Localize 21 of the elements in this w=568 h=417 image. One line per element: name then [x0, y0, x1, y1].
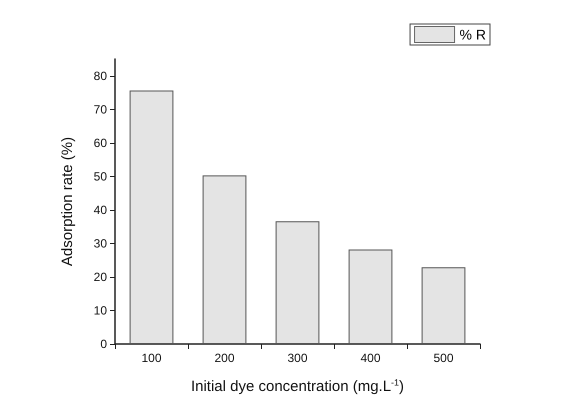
x-tick-label: 400 [360, 351, 381, 365]
y-tick-label: 30 [94, 236, 108, 250]
y-tick-label: 50 [94, 169, 108, 184]
bar [348, 249, 392, 344]
y-tick-label: 20 [94, 270, 108, 284]
y-tick-label: 10 [94, 303, 108, 318]
legend-label: % R [460, 26, 486, 42]
y-tick-label: 60 [94, 136, 108, 150]
x-tick-label: 300 [287, 351, 308, 365]
x-tick-label: 200 [214, 351, 235, 365]
bar [130, 90, 174, 344]
y-tick-label: 0 [100, 337, 108, 351]
y-tick-label: 80 [94, 68, 108, 83]
x-tick-label: 100 [141, 351, 162, 365]
bar [202, 175, 246, 344]
x-tick-label: 500 [433, 351, 454, 365]
y-axis-title: Adsorption rate (%) [59, 136, 76, 266]
y-tick-label: 40 [94, 202, 108, 217]
bar [422, 267, 466, 344]
y-tick-label: 70 [94, 102, 108, 116]
bar [276, 221, 320, 344]
